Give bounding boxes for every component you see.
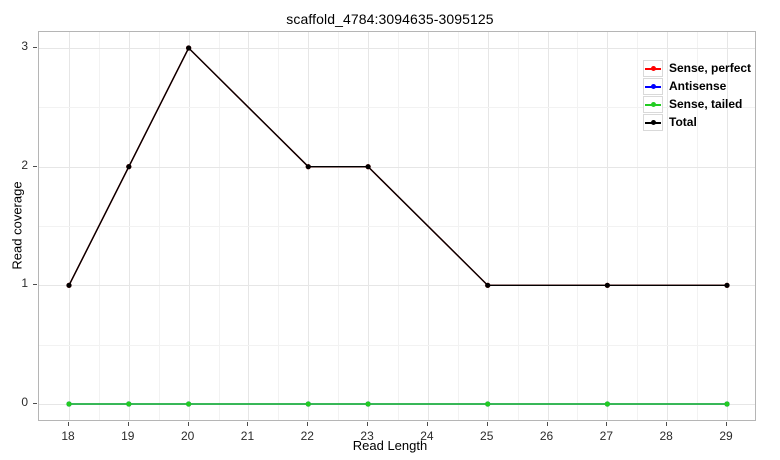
x-axis-tick-mark bbox=[307, 422, 309, 426]
series-point bbox=[604, 401, 610, 407]
x-axis-title: Read Length bbox=[352, 438, 428, 453]
legend-item-label: Sense, tailed bbox=[669, 97, 743, 111]
legend-item[interactable]: Sense, tailed bbox=[643, 95, 751, 113]
x-axis-tick-mark bbox=[726, 422, 727, 426]
x-axis-tick-label: 24 bbox=[420, 429, 434, 443]
plot-panel-inner bbox=[39, 32, 755, 420]
y-axis-tick-mark bbox=[33, 284, 37, 286]
legend-key-dot bbox=[650, 83, 656, 89]
legend-key-dot bbox=[650, 65, 656, 71]
legend-key-icon bbox=[643, 59, 663, 77]
x-axis-tick-label: 26 bbox=[539, 429, 554, 443]
legend-item-label: Antisense bbox=[669, 79, 727, 93]
series-total bbox=[66, 45, 730, 288]
legend-key-dot bbox=[650, 101, 656, 107]
series-point bbox=[66, 282, 72, 288]
series-point bbox=[604, 282, 610, 288]
series-line bbox=[68, 46, 727, 287]
x-axis-tick-label: 28 bbox=[659, 429, 673, 443]
legend-item[interactable]: Antisense bbox=[643, 77, 751, 95]
x-axis-tick-label: 18 bbox=[61, 429, 75, 443]
x-axis-tick-label: 20 bbox=[180, 429, 195, 443]
series-point bbox=[724, 282, 730, 288]
x-axis-tick-mark bbox=[187, 422, 189, 426]
x-axis-tick-mark bbox=[367, 422, 369, 426]
y-axis-title: Read coverage bbox=[9, 181, 25, 270]
x-axis-tick-label: 19 bbox=[121, 429, 135, 443]
y-axis-tick-mark bbox=[33, 165, 37, 167]
series-point bbox=[365, 401, 371, 407]
x-axis-tick-mark bbox=[247, 422, 249, 426]
series-point bbox=[186, 45, 192, 51]
series-point bbox=[485, 401, 491, 407]
series-point bbox=[126, 401, 132, 407]
legend-item-label: Total bbox=[669, 115, 697, 129]
legend-key-dot bbox=[650, 119, 656, 125]
x-axis-tick-mark bbox=[426, 422, 428, 426]
series-sense-tailed bbox=[66, 401, 730, 407]
series-point bbox=[305, 164, 311, 170]
series-point bbox=[66, 401, 72, 407]
legend-item[interactable]: Total bbox=[643, 113, 751, 131]
legend-item-label: Sense, perfect bbox=[669, 61, 752, 75]
grid-line-horizontal-minor bbox=[39, 107, 755, 109]
grid-line-horizontal bbox=[39, 285, 755, 287]
chart-title: scaffold_4784:3094635-3095125 bbox=[286, 11, 494, 27]
series-point bbox=[186, 401, 192, 407]
y-axis-tick-label: 0 bbox=[21, 395, 28, 409]
series-point bbox=[724, 401, 730, 407]
x-axis-tick-label: 22 bbox=[300, 429, 314, 443]
grid-line-horizontal bbox=[39, 48, 755, 49]
x-axis-tick-mark bbox=[666, 422, 668, 426]
x-axis-tick-mark bbox=[606, 422, 608, 426]
x-axis-tick-mark bbox=[546, 422, 548, 426]
legend-item[interactable]: Sense, perfect bbox=[643, 59, 751, 77]
legend-key-icon bbox=[643, 113, 663, 131]
legend-key-icon bbox=[643, 77, 663, 95]
x-axis-tick-label: 21 bbox=[240, 429, 255, 443]
series-point bbox=[365, 164, 371, 170]
chart-legend: Sense, perfect Antisense Sense, tailed Tota… bbox=[643, 57, 751, 133]
legend-key-icon bbox=[643, 95, 663, 113]
grid-line-horizontal bbox=[39, 166, 755, 168]
y-axis-tick-label: 2 bbox=[21, 157, 28, 172]
x-axis-tick-label: 29 bbox=[719, 429, 733, 443]
series-point bbox=[305, 401, 311, 407]
grid-line-horizontal-minor bbox=[39, 226, 755, 227]
series-point bbox=[485, 282, 491, 288]
x-axis-tick-label: 23 bbox=[360, 429, 374, 443]
x-axis-tick-mark bbox=[68, 422, 69, 426]
grid-line-horizontal-minor bbox=[39, 344, 755, 346]
series-layer bbox=[66, 45, 730, 407]
series-line bbox=[68, 46, 727, 287]
x-axis-tick-mark bbox=[486, 422, 488, 426]
y-axis-tick-mark bbox=[33, 403, 37, 404]
x-axis-tick-mark bbox=[127, 422, 129, 426]
y-axis-tick-label: 3 bbox=[21, 39, 28, 53]
plot-panel bbox=[38, 31, 756, 421]
series-point bbox=[126, 164, 132, 170]
series-sense-perfect bbox=[66, 45, 730, 288]
x-axis-tick-label: 25 bbox=[480, 429, 494, 443]
x-axis-tick-label: 27 bbox=[599, 429, 614, 443]
y-axis-tick-mark bbox=[33, 47, 37, 48]
y-axis-tick-label: 1 bbox=[21, 276, 28, 291]
